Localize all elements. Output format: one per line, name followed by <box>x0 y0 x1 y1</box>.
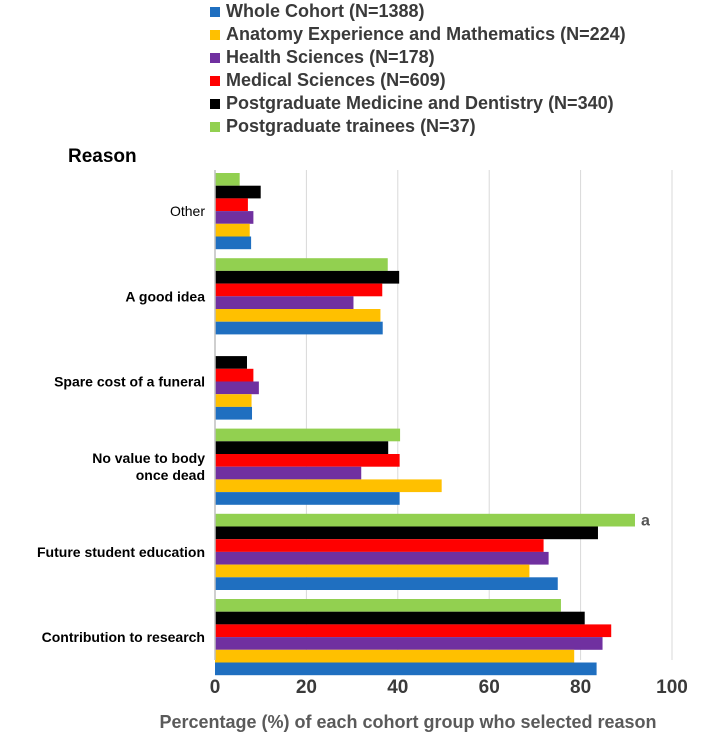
x-tick-label: 20 <box>296 677 317 698</box>
bar <box>215 321 383 335</box>
bar <box>215 599 561 612</box>
bar <box>215 394 252 407</box>
bar <box>215 479 442 493</box>
category-label: Future student education <box>37 544 205 560</box>
x-axis-label: Percentage (%) of each cohort group who … <box>159 712 656 732</box>
legend-label: Medical Sciences (N=609) <box>226 70 446 90</box>
bar <box>215 173 240 186</box>
bar <box>215 611 585 625</box>
x-tick-label: 0 <box>210 677 221 698</box>
bar <box>215 236 252 250</box>
legend-item: Postgraduate Medicine and Dentistry (N=3… <box>210 92 626 115</box>
bar <box>215 441 389 454</box>
legend-item: Anatomy Experience and Mathematics (N=22… <box>210 23 626 46</box>
bar <box>215 454 400 467</box>
legend-item: Health Sciences (N=178) <box>210 46 626 69</box>
category-label: Spare cost of a funeral <box>54 374 205 390</box>
legend-swatch <box>210 52 220 63</box>
category-label: once dead <box>136 467 205 483</box>
category-label: Contribution to research <box>42 629 205 645</box>
legend-item: Medical Sciences (N=609) <box>210 69 626 92</box>
bar <box>215 466 362 480</box>
annotation-label: a <box>641 513 650 530</box>
bar <box>215 539 544 552</box>
x-tick-label: 60 <box>479 677 500 698</box>
category-axis-heading: Reason <box>68 146 137 167</box>
legend-label: Anatomy Experience and Mathematics (N=22… <box>226 24 626 44</box>
legend-item: Postgraduate trainees (N=37) <box>210 115 626 138</box>
x-tick-label: 100 <box>656 677 688 698</box>
bar <box>215 296 354 309</box>
legend-label: Whole Cohort (N=1388) <box>226 1 425 21</box>
bar <box>215 211 254 224</box>
legend-swatch <box>210 98 220 109</box>
bar <box>215 185 261 199</box>
bar <box>215 637 603 650</box>
bar <box>215 513 635 527</box>
bar <box>215 526 598 540</box>
category-label: No value to body <box>92 450 205 466</box>
bar <box>215 551 549 565</box>
legend-item: Whole Cohort (N=1388) <box>210 0 626 23</box>
bar <box>215 662 597 676</box>
bar <box>215 564 530 578</box>
x-tick-label: 80 <box>570 677 591 698</box>
legend-swatch <box>210 75 220 86</box>
bar <box>215 309 381 322</box>
bar <box>215 283 383 297</box>
bar <box>215 356 247 369</box>
bar <box>215 198 248 212</box>
bar <box>215 428 401 442</box>
legend-label: Postgraduate Medicine and Dentistry (N=3… <box>226 93 614 113</box>
bar <box>215 492 400 505</box>
category-label: A good idea <box>125 288 205 304</box>
x-tick-label: 40 <box>387 677 408 698</box>
category-label: Other <box>170 203 205 219</box>
bar <box>215 381 259 395</box>
legend-swatch <box>210 6 220 17</box>
bar <box>215 270 400 284</box>
legend-label: Health Sciences (N=178) <box>226 47 435 67</box>
bar <box>215 368 254 382</box>
bar <box>215 649 575 663</box>
bar <box>215 624 612 638</box>
bar <box>215 406 253 420</box>
legend-swatch <box>210 29 220 40</box>
legend-swatch <box>210 121 220 132</box>
bar <box>215 258 388 271</box>
bar <box>215 223 250 237</box>
bar <box>215 577 558 590</box>
legend-label: Postgraduate trainees (N=37) <box>226 116 476 136</box>
chart-legend: Whole Cohort (N=1388) Anatomy Experience … <box>210 0 626 138</box>
